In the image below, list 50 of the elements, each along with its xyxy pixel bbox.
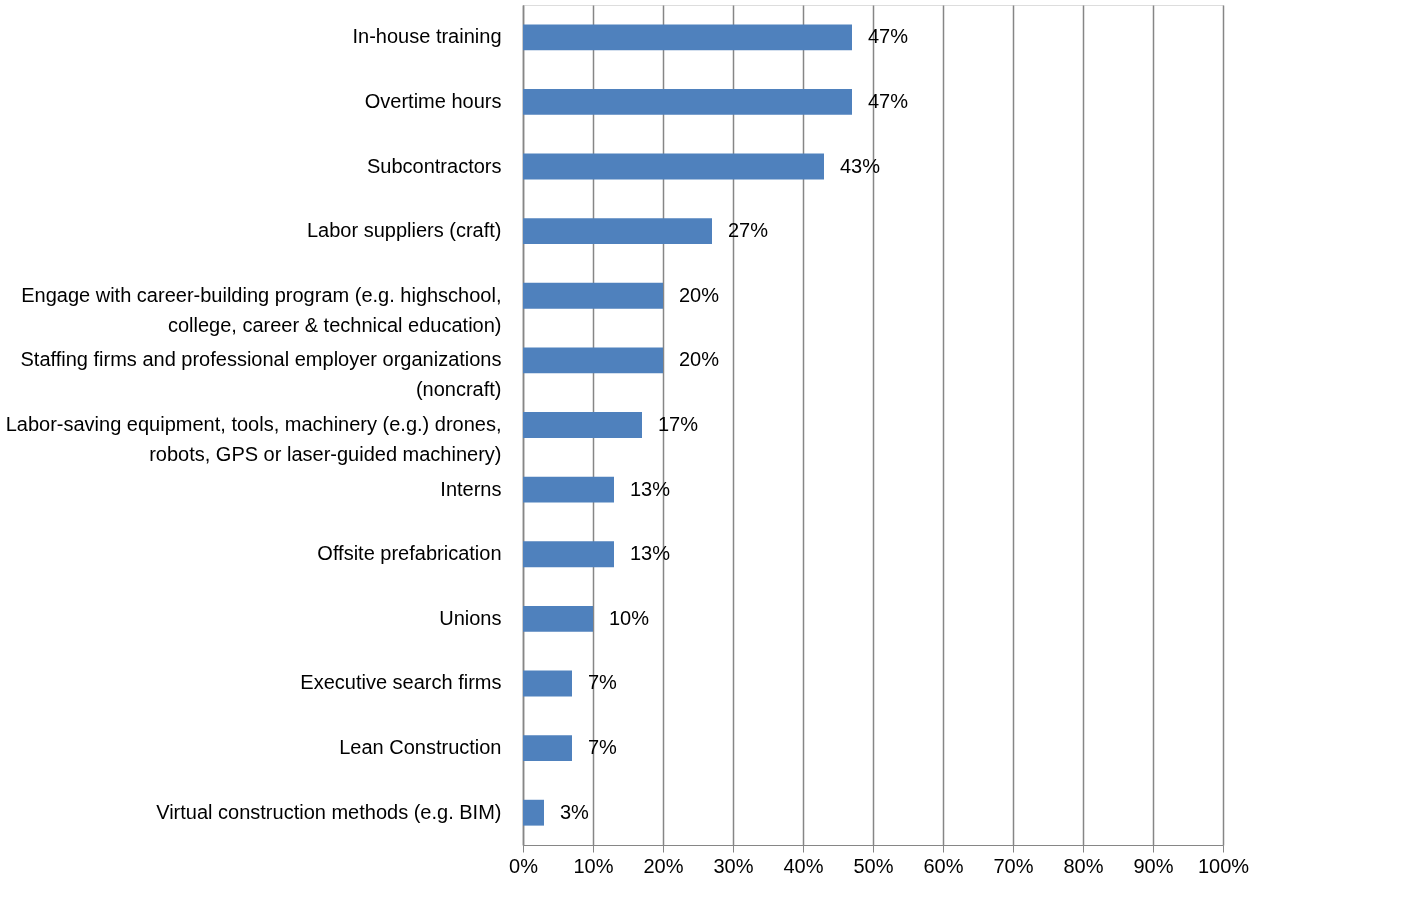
y-tick-label: Executive search firms	[300, 671, 502, 694]
y-tick-label: Labor-saving equipment, tools, machinery (e.g.) drones, robots, GPS or laser-guided machinery)	[5, 413, 502, 465]
data-label: 20%	[679, 283, 720, 306]
y-tick-label: Overtime hours	[364, 89, 502, 112]
bar	[523, 799, 544, 826]
data-label: 47%	[868, 25, 909, 48]
data-label: 47%	[868, 89, 909, 112]
x-tick-label: 70%	[993, 854, 1034, 877]
data-label: 7%	[588, 671, 618, 694]
x-tick-label: 50%	[853, 854, 894, 877]
bar	[523, 282, 663, 309]
data-label: 7%	[588, 736, 618, 759]
bar	[523, 412, 642, 438]
y-tick-label: Engage with career-building program (e.g. highschool, college, career & technical education)	[21, 283, 502, 336]
x-tick-label: 40%	[783, 854, 824, 877]
data-label: 43%	[840, 154, 881, 177]
y-tick-label: Unions	[439, 606, 502, 629]
data-label: 17%	[658, 413, 699, 435]
data-label: 20%	[679, 348, 720, 371]
bar	[523, 605, 593, 632]
bar	[523, 89, 852, 115]
y-tick-label: Virtual construction methods (e.g. BIM)	[156, 800, 502, 823]
x-tick-label: 30%	[713, 854, 754, 877]
y-tick-label: Labor suppliers (craft)	[306, 219, 502, 242]
x-tick-label: 60%	[923, 854, 964, 877]
x-tick-label: 90%	[1133, 854, 1174, 877]
bar	[523, 24, 852, 51]
x-tick-label: 0%	[509, 854, 539, 877]
y-tick-label: Staffing firms and professional employer organizations (noncraft)	[20, 348, 502, 401]
x-tick-label: 10%	[573, 854, 614, 877]
bar	[523, 153, 824, 180]
data-label: 13%	[630, 542, 671, 565]
y-tick-label: Interns	[440, 477, 502, 500]
bar	[523, 347, 663, 374]
data-label: 27%	[728, 219, 769, 242]
bar	[523, 541, 614, 568]
x-tick-label: 80%	[1063, 854, 1104, 877]
y-tick-label: Subcontractors	[366, 154, 502, 177]
y-tick-label: Lean Construction	[339, 736, 502, 759]
data-label: 3%	[560, 800, 590, 823]
bar	[523, 218, 712, 245]
y-tick-label: Offsite prefabrication	[317, 542, 502, 565]
bar	[523, 670, 572, 697]
x-tick-label: 100%	[1197, 854, 1250, 877]
data-label: 13%	[630, 477, 671, 500]
bar	[523, 735, 572, 761]
data-label: 10%	[609, 606, 650, 629]
bar	[523, 476, 614, 503]
x-tick-label: 20%	[643, 854, 684, 877]
y-tick-label: In-house training	[352, 25, 502, 48]
